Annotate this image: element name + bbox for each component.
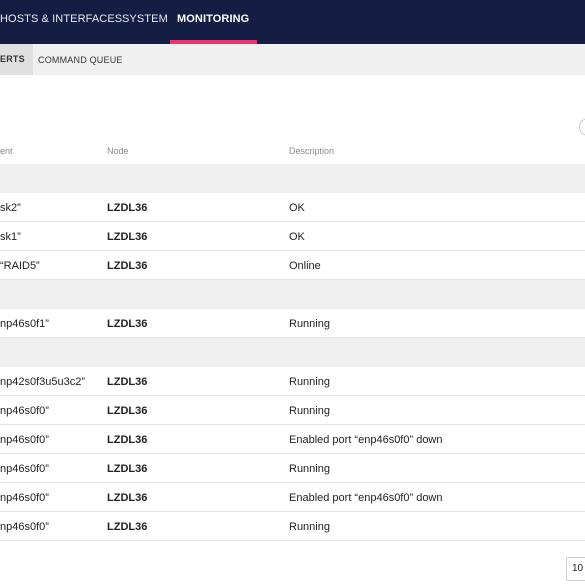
cell-description: OK bbox=[289, 231, 305, 243]
cell-node: LZDL36 bbox=[107, 434, 148, 446]
cell-description: Online bbox=[289, 260, 321, 272]
subtab-command-queue[interactable]: COMMAND QUEUE bbox=[38, 55, 123, 65]
sub-navigation-bar: ERTS COMMAND QUEUE bbox=[0, 44, 585, 75]
cell-event: np46s0f0” bbox=[0, 434, 49, 446]
table-row[interactable]: sk1” LZDL36 OK bbox=[0, 222, 585, 251]
table-header: ent Node Description bbox=[0, 138, 585, 164]
cell-node: LZDL36 bbox=[107, 260, 148, 272]
cell-description: Running bbox=[289, 405, 330, 417]
cell-description: Enabled port “enp46s0f0” down bbox=[289, 492, 443, 504]
table-row[interactable]: “RAID5” LZDL36 Online bbox=[0, 251, 585, 280]
table-group-row[interactable] bbox=[0, 164, 585, 193]
cell-description: OK bbox=[289, 202, 305, 214]
cell-description: Enabled port “enp46s0f0” down bbox=[289, 434, 443, 446]
cell-event: “RAID5” bbox=[0, 260, 40, 272]
table-row[interactable]: np46s0f1” LZDL36 Running bbox=[0, 309, 585, 338]
cell-node: LZDL36 bbox=[107, 405, 148, 417]
table-row[interactable]: np42s0f3u5u3c2” LZDL36 Running bbox=[0, 367, 585, 396]
cell-event: sk1” bbox=[0, 231, 21, 243]
cell-node: LZDL36 bbox=[107, 463, 148, 475]
cell-description: Running bbox=[289, 376, 330, 388]
cell-description: Running bbox=[289, 463, 330, 475]
cell-node: LZDL36 bbox=[107, 376, 148, 388]
cell-node: LZDL36 bbox=[107, 492, 148, 504]
table-row[interactable]: np46s0f0” LZDL36 Running bbox=[0, 512, 585, 541]
cell-event: np46s0f0” bbox=[0, 463, 49, 475]
tab-monitoring[interactable]: MONITORING bbox=[177, 13, 250, 25]
cell-node: LZDL36 bbox=[107, 318, 148, 330]
cell-description: Running bbox=[289, 318, 330, 330]
column-header-node[interactable]: Node bbox=[107, 146, 129, 156]
cell-event: np46s0f0” bbox=[0, 492, 49, 504]
cell-event: np46s0f0” bbox=[0, 405, 49, 417]
cell-node: LZDL36 bbox=[107, 521, 148, 533]
tab-hosts-interfaces[interactable]: HOSTS & INTERFACES bbox=[0, 13, 123, 25]
cell-description: Running bbox=[289, 521, 330, 533]
cell-node: LZDL36 bbox=[107, 202, 148, 214]
column-header-event[interactable]: ent bbox=[0, 146, 13, 156]
table-row[interactable]: sk2” LZDL36 OK bbox=[0, 193, 585, 222]
cell-event: np46s0f1” bbox=[0, 318, 49, 330]
page-size-select[interactable]: 10 bbox=[566, 557, 585, 581]
table-group-row[interactable] bbox=[0, 280, 585, 309]
cell-event: sk2” bbox=[0, 202, 21, 214]
table-row[interactable]: np46s0f0” LZDL36 Enabled port “enp46s0f0… bbox=[0, 483, 585, 512]
table-row[interactable]: np46s0f0” LZDL36 Enabled port “enp46s0f0… bbox=[0, 425, 585, 454]
active-tab-indicator bbox=[170, 40, 257, 44]
table-group-row[interactable] bbox=[0, 338, 585, 367]
column-header-description[interactable]: Description bbox=[289, 146, 335, 156]
cell-event: np42s0f3u5u3c2” bbox=[0, 376, 86, 388]
cell-event: np46s0f0” bbox=[0, 521, 49, 533]
cell-node: LZDL36 bbox=[107, 231, 148, 243]
top-navigation-bar: HOSTS & INTERFACES SYSTEM MONITORING bbox=[0, 0, 585, 44]
table-row[interactable]: np46s0f0” LZDL36 Running bbox=[0, 454, 585, 483]
subtab-alerts[interactable]: ERTS bbox=[0, 44, 33, 75]
tab-system[interactable]: SYSTEM bbox=[122, 13, 168, 25]
refresh-control[interactable] bbox=[579, 118, 585, 136]
table-row[interactable]: np46s0f0” LZDL36 Running bbox=[0, 396, 585, 425]
